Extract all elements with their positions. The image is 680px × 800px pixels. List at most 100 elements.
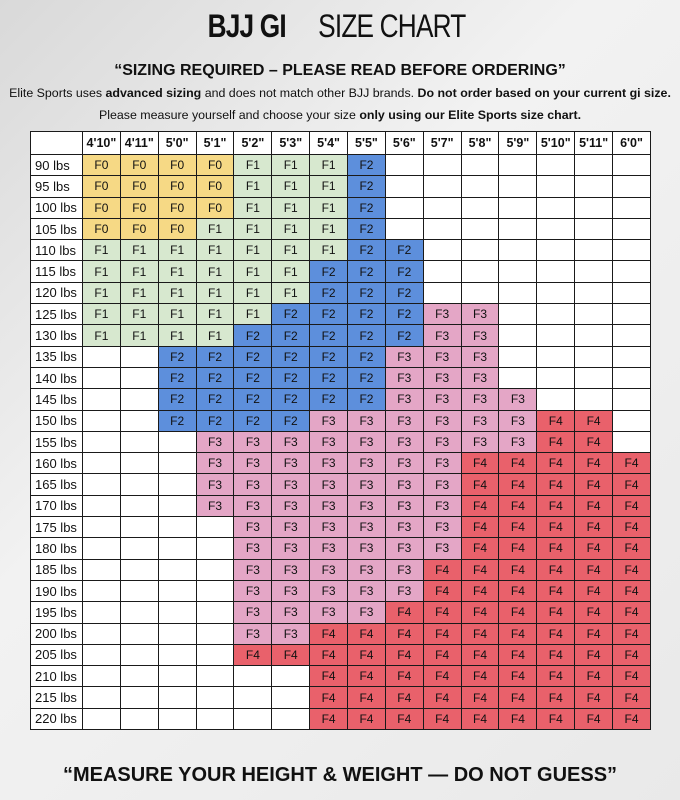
height-header: 5'2" <box>233 131 273 155</box>
size-cell: F0 <box>195 153 235 177</box>
empty-cell <box>233 707 273 731</box>
size-cell: F4 <box>460 622 500 645</box>
empty-cell <box>574 260 614 283</box>
empty-cell <box>536 217 576 241</box>
size-cell: F4 <box>574 665 614 688</box>
weight-label: 120 lbs <box>30 281 83 305</box>
weight-label: 150 lbs <box>30 409 83 432</box>
size-cell: F3 <box>422 494 462 518</box>
size-cell: F2 <box>347 153 386 177</box>
empty-cell <box>119 430 159 454</box>
size-cell: F3 <box>347 537 386 560</box>
height-header: 5'5" <box>347 131 386 155</box>
size-cell: F1 <box>271 260 311 283</box>
size-cell: F4 <box>536 430 576 454</box>
size-cell: F1 <box>233 260 273 283</box>
weight-label: 210 lbs <box>30 665 83 688</box>
empty-cell <box>157 494 197 518</box>
size-cell: F2 <box>309 345 349 368</box>
empty-cell <box>422 217 462 241</box>
empty-cell <box>157 452 197 475</box>
size-cell: F4 <box>422 707 462 731</box>
size-cell: F1 <box>82 281 121 305</box>
weight-label: 115 lbs <box>30 260 83 283</box>
empty-cell <box>612 153 651 177</box>
size-cell: F2 <box>233 366 273 390</box>
weight-label: 110 lbs <box>30 239 83 262</box>
empty-cell <box>119 643 159 667</box>
size-cell: F0 <box>82 175 121 198</box>
empty-cell <box>384 175 424 198</box>
size-cell: F4 <box>536 643 576 667</box>
size-cell: F3 <box>271 579 311 603</box>
weight-label: 215 lbs <box>30 686 83 709</box>
size-cell: F4 <box>574 558 614 581</box>
size-cell: F4 <box>574 686 614 709</box>
height-header: 5'7" <box>422 131 462 155</box>
size-cell: F2 <box>157 366 197 390</box>
size-cell: F4 <box>612 537 651 560</box>
size-cell: F3 <box>233 452 273 475</box>
height-header: 5'9" <box>498 131 538 155</box>
header-row: 4'10" 4'11" 5'0" 5'1" 5'2" 5'3" 5'4" 5'5" 5'6" 5'… <box>30 131 651 155</box>
size-cell: F3 <box>460 366 500 390</box>
size-cell: F2 <box>195 366 235 390</box>
size-cell: F2 <box>195 409 235 432</box>
size-cell: F4 <box>498 452 538 475</box>
empty-cell <box>119 558 159 581</box>
size-cell: F3 <box>384 409 424 432</box>
size-cell: F4 <box>498 643 538 667</box>
subtitle: “SIZING REQUIRED – PLEASE READ BEFORE OR… <box>114 62 566 79</box>
size-cell: F3 <box>347 579 386 603</box>
size-cell: F4 <box>612 707 651 731</box>
size-cell: F4 <box>536 622 576 645</box>
empty-cell <box>460 153 500 177</box>
size-cell: F3 <box>309 579 349 603</box>
size-cell: F3 <box>384 452 424 475</box>
empty-cell <box>460 260 500 283</box>
size-cell: F4 <box>612 686 651 709</box>
empty-cell <box>536 345 576 368</box>
weight-row: 95 lbs F0 F0 F0 F0 F1 F1 F1 F2 <box>30 175 651 198</box>
size-cell: F1 <box>195 303 235 326</box>
size-cell: F4 <box>309 707 349 731</box>
size-cell: F2 <box>309 324 349 347</box>
empty-cell <box>422 239 462 262</box>
height-header: 5'3" <box>271 131 311 155</box>
size-cell: F4 <box>536 579 576 603</box>
empty-cell <box>82 345 121 368</box>
empty-cell <box>271 707 311 731</box>
size-cell: F4 <box>536 707 576 731</box>
empty-cell <box>574 175 614 198</box>
size-cell: F4 <box>384 707 424 731</box>
size-cell: F3 <box>422 409 462 432</box>
size-table: 4'10" 4'11" 5'0" 5'1" 5'2" 5'3" 5'4" 5'5" 5'6" 5'… <box>30 131 651 731</box>
note: Elite Sports uses advanced sizing and do… <box>0 86 680 100</box>
size-cell: F3 <box>347 516 386 539</box>
empty-cell <box>157 430 197 454</box>
size-cell: F0 <box>157 153 197 177</box>
size-cell: F4 <box>309 643 349 667</box>
size-cell: F0 <box>119 175 159 198</box>
empty-cell <box>82 643 121 667</box>
size-cell: F4 <box>498 516 538 539</box>
empty-cell <box>574 345 614 368</box>
weight-label: 90 lbs <box>30 153 83 177</box>
size-cell: F1 <box>271 281 311 305</box>
size-cell: F4 <box>612 643 651 667</box>
size-cell: F4 <box>422 686 462 709</box>
size-cell: F2 <box>384 260 424 283</box>
size-cell: F1 <box>271 217 311 241</box>
empty-cell <box>422 196 462 219</box>
size-cell: F3 <box>498 409 538 432</box>
size-cell: F1 <box>271 175 311 198</box>
empty-cell <box>536 239 576 262</box>
weight-row: 195 lbs F3 F3 F3 F3 F4 F4 F4 F4 F4 F4 F4 <box>30 601 651 624</box>
weight-label: 205 lbs <box>30 643 83 667</box>
weight-row: 110 lbs F1 F1 F1 F1 F1 F1 F1 F2 F2 <box>30 239 651 262</box>
size-cell: F2 <box>309 366 349 390</box>
empty-cell <box>460 175 500 198</box>
empty-cell <box>195 643 235 667</box>
size-cell: F2 <box>233 388 273 411</box>
